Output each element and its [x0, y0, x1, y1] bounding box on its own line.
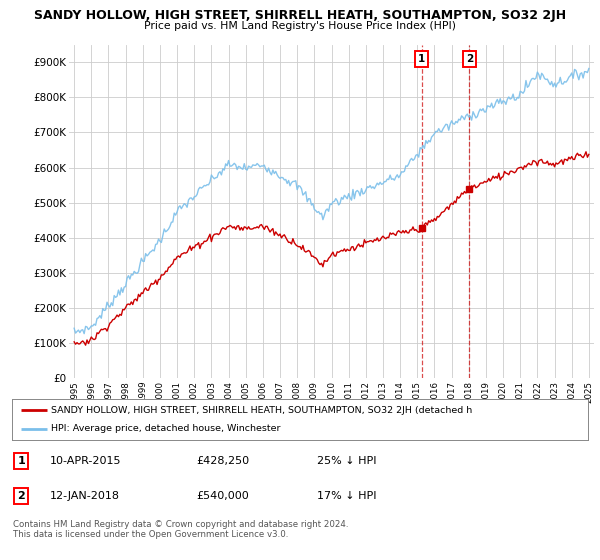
- Text: HPI: Average price, detached house, Winchester: HPI: Average price, detached house, Winc…: [51, 424, 281, 433]
- Text: 2: 2: [17, 491, 25, 501]
- Text: 1: 1: [418, 54, 425, 64]
- Text: 2: 2: [466, 54, 473, 64]
- Text: £540,000: £540,000: [196, 491, 249, 501]
- Text: 17% ↓ HPI: 17% ↓ HPI: [317, 491, 377, 501]
- Text: SANDY HOLLOW, HIGH STREET, SHIRRELL HEATH, SOUTHAMPTON, SO32 2JH (detached h: SANDY HOLLOW, HIGH STREET, SHIRRELL HEAT…: [51, 405, 472, 414]
- Text: SANDY HOLLOW, HIGH STREET, SHIRRELL HEATH, SOUTHAMPTON, SO32 2JH: SANDY HOLLOW, HIGH STREET, SHIRRELL HEAT…: [34, 9, 566, 22]
- Text: 12-JAN-2018: 12-JAN-2018: [49, 491, 119, 501]
- Text: £428,250: £428,250: [196, 456, 250, 466]
- Text: Price paid vs. HM Land Registry's House Price Index (HPI): Price paid vs. HM Land Registry's House …: [144, 21, 456, 31]
- Text: 25% ↓ HPI: 25% ↓ HPI: [317, 456, 377, 466]
- Text: Contains HM Land Registry data © Crown copyright and database right 2024.
This d: Contains HM Land Registry data © Crown c…: [13, 520, 349, 539]
- Text: 1: 1: [17, 456, 25, 466]
- Text: 10-APR-2015: 10-APR-2015: [49, 456, 121, 466]
